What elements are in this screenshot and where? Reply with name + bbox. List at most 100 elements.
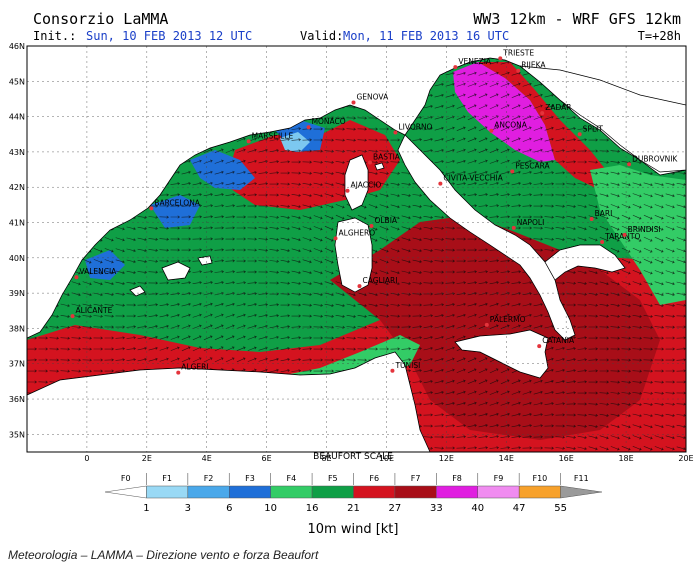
wind-arrow	[126, 314, 137, 318]
wind-arrow	[258, 204, 269, 208]
wind-arrow	[302, 336, 313, 340]
wind-arrow	[621, 247, 631, 253]
wind-arrow	[500, 82, 510, 87]
wind-arrow	[313, 149, 324, 153]
wind-arrow	[533, 159, 543, 164]
wind-arrow	[258, 346, 268, 351]
wind-arrow	[577, 391, 588, 395]
wind-arrow	[511, 446, 522, 450]
wind-arrow	[577, 204, 587, 209]
legend-force-label: F4	[287, 474, 297, 483]
wind-arrow	[192, 237, 203, 241]
wind-arrow	[137, 215, 147, 219]
wind-arrow	[665, 402, 676, 406]
wind-arrow	[335, 160, 345, 164]
legend-force-labels: F0 F1 F2 F3 F4 F5 F6 F7 F8 F9 F10 F11	[121, 473, 589, 485]
wind-arrow	[555, 215, 566, 219]
wind-arrow	[478, 71, 488, 76]
wind-arrow	[544, 379, 554, 384]
wind-arrow	[203, 148, 213, 153]
wind-arrow	[654, 247, 664, 253]
legend-speed-label: 16	[306, 503, 319, 514]
wind-arrow	[93, 358, 104, 362]
wind-arrow	[104, 347, 115, 351]
wind-arrow	[357, 292, 367, 297]
city-markers: VENEZIA TRIESTE RIJEKA ZADAR SPLIT DUBROVNIK M…	[70, 48, 678, 375]
wind-arrow	[434, 226, 445, 230]
wind-arrow	[445, 401, 455, 406]
wind-arrow	[599, 446, 609, 451]
wind-arrow	[500, 412, 510, 417]
city-dot	[393, 130, 398, 135]
wind-arrow	[269, 137, 279, 142]
wind-arrow	[247, 324, 257, 329]
wind-arrow	[665, 204, 675, 209]
wind-arrow	[511, 390, 521, 395]
wind-arrow	[654, 182, 664, 187]
wind-arrow	[412, 303, 423, 307]
wind-arrow	[93, 325, 104, 329]
wind-arrow	[159, 248, 170, 252]
wind-arrow	[280, 215, 290, 219]
wind-arrow	[566, 270, 576, 274]
lat-label: 35N	[9, 430, 25, 439]
wind-arrow	[302, 270, 312, 275]
wind-arrow	[467, 424, 477, 428]
wind-arrow	[49, 347, 60, 351]
wind-arrow	[577, 336, 588, 340]
wind-arrow	[610, 424, 620, 429]
wind-arrow	[654, 225, 664, 231]
wind-arrow	[599, 138, 610, 142]
wind-arrow	[401, 292, 412, 296]
wind-arrow	[533, 324, 543, 329]
wind-arrow	[390, 182, 400, 186]
wind-arrow	[676, 292, 686, 296]
wind-arrow	[489, 324, 499, 329]
wind-arrow	[258, 226, 269, 230]
wind-arrow	[665, 193, 675, 198]
wind-arrow	[544, 368, 554, 373]
wind-arrow	[522, 182, 532, 186]
wind-arrow	[412, 281, 423, 285]
wind-arrow	[104, 270, 114, 275]
wind-arrow	[555, 193, 566, 197]
wind-arrow	[225, 248, 236, 252]
wind-arrow	[346, 358, 357, 362]
wind-arrow	[588, 314, 599, 318]
city-label: ANCONA	[494, 121, 527, 130]
wind-arrow	[71, 281, 81, 286]
wind-arrow	[478, 281, 488, 285]
wind-arrow	[203, 237, 214, 241]
wind-arrow	[522, 292, 532, 296]
wind-arrow	[665, 347, 676, 351]
legend-force-label: F0	[121, 474, 131, 483]
wind-arrow	[335, 336, 346, 340]
wind-arrow	[346, 127, 357, 131]
wind-arrow	[544, 182, 555, 186]
wind-arrow	[555, 346, 565, 351]
wind-arrow	[412, 369, 422, 373]
wind-arrow	[544, 137, 554, 142]
map-frame	[26, 45, 687, 453]
wind-arrow	[390, 292, 400, 296]
wind-arrow	[137, 270, 148, 274]
wind-arrow	[665, 435, 675, 440]
wind-arrow	[423, 357, 433, 362]
legend-speed-label: 55	[554, 503, 567, 514]
wind-arrow	[280, 248, 290, 253]
wind-arrow	[511, 82, 521, 87]
wind-arrow	[423, 104, 433, 109]
wind-arrow	[566, 127, 576, 131]
wind-arrow	[159, 237, 170, 241]
wind-zone-adriatic-red	[478, 62, 610, 190]
wind-arrow	[93, 303, 103, 307]
wind-arrow	[467, 182, 477, 186]
wind-arrow	[368, 193, 378, 198]
wind-arrow	[49, 358, 60, 362]
wind-arrow	[467, 71, 477, 76]
wind-arrow	[247, 303, 257, 307]
wind-arrow	[522, 237, 533, 241]
wind-arrow	[60, 369, 71, 373]
wind-arrow	[280, 204, 291, 208]
wind-arrow	[434, 379, 444, 384]
